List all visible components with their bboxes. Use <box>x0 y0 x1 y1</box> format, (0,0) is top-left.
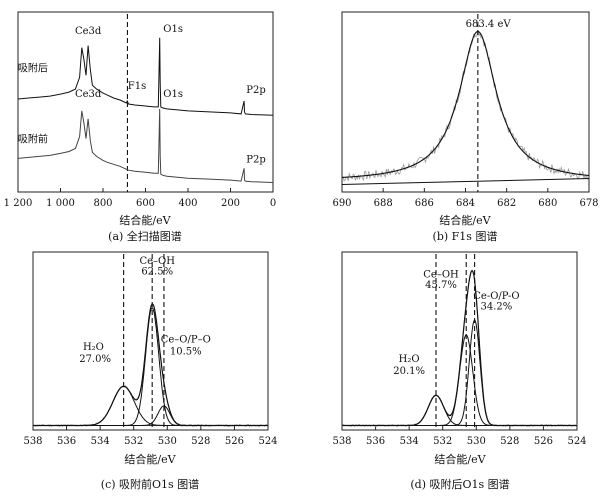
panel-a-x-ticks: 1 200 1 000 800 600 400 200 0 <box>4 188 276 209</box>
x-tick-label: 688 <box>374 198 393 209</box>
panel-d-caption: (d) 吸附后O1s 图谱 <box>410 477 509 491</box>
annotation-label: Ce–O/P–O <box>161 335 211 346</box>
panel-a-frame <box>17 11 274 193</box>
annotation-label: P2p <box>246 154 266 165</box>
panel-b-x-ticks: 690 688 686 684 682 680 678 <box>332 188 599 209</box>
x-tick-label: 538 <box>23 436 42 447</box>
annotation-label: P2p <box>246 85 266 96</box>
panel-d-frame <box>341 251 578 431</box>
panel-b-caption: (b) F1s 图谱 <box>433 229 498 243</box>
annotation-label: Ce3d <box>75 89 102 100</box>
panel-c-frame <box>32 251 269 431</box>
o1s-raw-line <box>341 270 578 428</box>
x-tick-label: 532 <box>433 436 452 447</box>
x-tick-label: 678 <box>579 198 598 209</box>
panel-b-xlabel: 结合能/eV <box>439 213 491 227</box>
component-peak-line <box>33 307 268 426</box>
annotation-label: O1s <box>163 24 183 35</box>
x-tick-label: 536 <box>57 436 76 447</box>
annotation-label: H₂O <box>83 342 104 353</box>
x-tick-label: 528 <box>500 436 519 447</box>
x-tick-label: 690 <box>332 198 351 209</box>
x-tick-label: 524 <box>258 436 277 447</box>
x-tick-label: 524 <box>567 436 586 447</box>
panel-c-x-ticks: 538 536 534 532 530 528 526 524 <box>23 426 278 447</box>
annotation-label: Ce-O/P-O <box>473 291 519 302</box>
x-tick-label: 686 <box>415 198 434 209</box>
annotation-label: Ce3d <box>75 26 102 37</box>
annotation-label: Ce–OH <box>139 256 175 267</box>
x-tick-label: 200 <box>221 198 240 209</box>
x-tick-label: 526 <box>534 436 553 447</box>
panel-a-survey: 1 200 1 000 800 600 400 200 0 Ce3d O1s F1s P2p 吸附后… <box>4 11 276 243</box>
panel-a-xlabel: 结合能/eV <box>119 213 171 227</box>
f1s-fit-line <box>342 30 590 178</box>
panel-d-plot <box>341 254 578 430</box>
panel-a-annotations: Ce3d O1s F1s P2p 吸附后 Ce3d O1s 吸附前 P2p <box>18 24 266 166</box>
annotation-label: 62.5% <box>141 267 173 278</box>
annotation-label: H₂O <box>399 354 420 365</box>
x-tick-label: 1 000 <box>46 198 75 209</box>
panel-c-xlabel: 结合能/eV <box>124 452 176 466</box>
panel-a-caption: (a) 全扫描图谱 <box>108 229 182 243</box>
x-tick-label: 684 <box>456 198 475 209</box>
component-peak-line <box>33 405 268 426</box>
o1s-envelope-line <box>33 303 268 427</box>
panel-a-plot <box>17 14 274 192</box>
annotation-label: 吸附前 <box>18 133 48 146</box>
f1s-baseline <box>341 178 590 185</box>
survey-series-line <box>17 108 274 183</box>
x-tick-label: 526 <box>225 436 244 447</box>
x-tick-label: 538 <box>332 436 351 447</box>
x-tick-label: 528 <box>191 436 210 447</box>
x-tick-label: 600 <box>136 198 155 209</box>
x-tick-label: 530 <box>158 436 177 447</box>
annotation-label: 27.0% <box>79 354 111 365</box>
x-tick-label: 530 <box>467 436 486 447</box>
component-peak-line <box>342 394 577 426</box>
component-peak-line <box>342 334 577 426</box>
annotation-label: 45.7% <box>425 280 457 291</box>
x-tick-label: 1 200 <box>4 198 33 209</box>
panel-b-f1s: 690 688 686 684 682 680 678 683.4 eV 结合能/eV (b… <box>332 11 599 243</box>
x-tick-label: 800 <box>93 198 112 209</box>
survey-series-line <box>17 37 274 116</box>
annotation-label: 10.5% <box>170 347 202 358</box>
x-tick-label: 536 <box>366 436 385 447</box>
panel-d-x-ticks: 538 536 534 532 530 528 526 524 <box>332 426 587 447</box>
o1s-envelope-line <box>342 269 577 427</box>
annotation-label: 34.2% <box>481 301 513 312</box>
x-tick-label: 534 <box>91 436 110 447</box>
o1s-raw-line <box>32 302 269 428</box>
x-tick-label: 534 <box>400 436 419 447</box>
component-peak-line <box>33 385 268 426</box>
panel-c-caption: (c) 吸附前O1s 图谱 <box>101 477 199 491</box>
x-tick-label: 0 <box>270 198 276 209</box>
panel-c-plot <box>32 254 269 430</box>
annotation-label: Ce–OH <box>423 270 459 281</box>
x-tick-label: 680 <box>538 198 557 209</box>
panel-b-plot <box>341 14 590 192</box>
annotation-label: F1s <box>128 81 146 92</box>
annotation-label: 吸附后 <box>18 61 48 74</box>
x-tick-label: 532 <box>124 436 143 447</box>
x-tick-label: 400 <box>178 198 197 209</box>
panel-d-xlabel: 结合能/eV <box>434 452 486 466</box>
annotation-label: 20.1% <box>393 366 425 377</box>
x-tick-label: 682 <box>497 198 516 209</box>
panel-b-annotations: 683.4 eV <box>466 19 512 30</box>
annotation-label: O1s <box>163 89 183 100</box>
f1s-raw-line <box>341 30 590 182</box>
annotation-label: 683.4 eV <box>466 19 512 30</box>
